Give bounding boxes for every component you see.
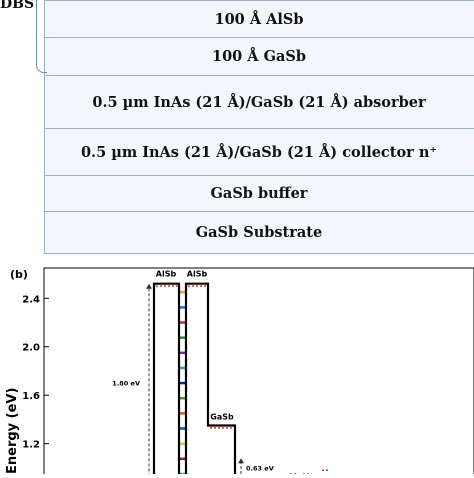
layer-gasb-buffer: GaSb buffer xyxy=(44,175,474,211)
gasb-label: GaSb xyxy=(210,412,234,421)
layer-gasb-substrate: GaSb Substrate xyxy=(44,211,474,254)
plot-frame xyxy=(43,267,474,478)
layer-collector: 0.5 µm InAs (21 Å)/GaSb (21 Å) collector… xyxy=(44,128,474,175)
layer-alsb: 100 Å AlSb xyxy=(44,0,474,37)
arrow-head xyxy=(146,283,152,289)
y-tick-label: 1.2 xyxy=(22,440,40,451)
layer-absorber: 0.5 µm InAs (21 Å)/GaSb (21 Å) absorber xyxy=(44,75,474,128)
dbs-label: DBS xyxy=(0,0,35,12)
y-tick-label: 2.4 xyxy=(22,294,40,305)
arrow-head xyxy=(238,458,244,464)
y-axis-ticks: 2.4 2.0 1.6 1.2 xyxy=(22,294,49,451)
barrier-height-label: 1.80 eV xyxy=(112,380,140,388)
band-diagram-panel: (b) Energy (eV) 2.4 2.0 1.6 1.2 AlSb AlSb G… xyxy=(0,262,474,478)
energy-arrows xyxy=(146,283,244,477)
dbs-brace xyxy=(36,0,47,73)
alsb-right-label: AlSb xyxy=(187,270,208,279)
layer-gasb-cap: 100 Å GaSb xyxy=(44,37,474,75)
y-tick-label: 1.6 xyxy=(22,391,40,402)
y-tick-label: 2.0 xyxy=(22,343,40,354)
panel-label: (b) xyxy=(10,268,28,281)
alsb-left-label: AlSb xyxy=(156,270,177,279)
y-axis-label: Energy (eV) xyxy=(5,388,20,474)
step-height-label: 0.63 eV xyxy=(246,464,274,472)
layer-stack: 100 Å AlSb 100 Å GaSb 0.5 µm InAs (21 Å)… xyxy=(44,0,474,255)
band-diagram-svg: (b) Energy (eV) 2.4 2.0 1.6 1.2 AlSb AlSb G… xyxy=(5,267,474,478)
